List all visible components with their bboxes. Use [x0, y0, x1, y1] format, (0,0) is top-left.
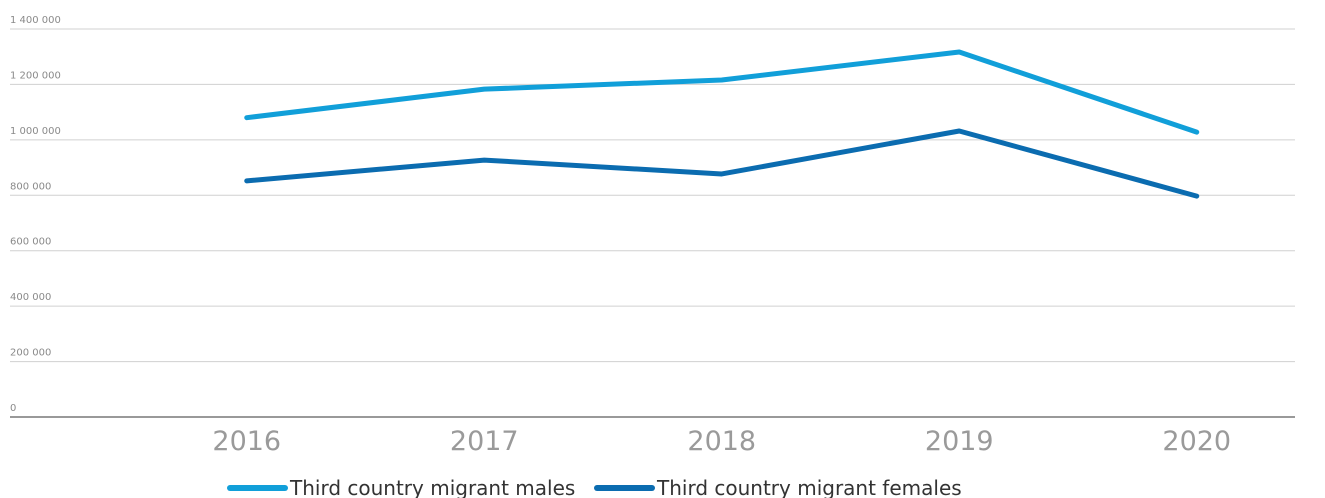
x-tick-label: 2019 — [925, 426, 994, 457]
series-line — [244, 128, 1200, 199]
y-tick-label: 200 000 — [10, 348, 51, 359]
y-tick-label: 1 400 000 — [10, 15, 61, 26]
y-tick-label: 800 000 — [10, 181, 51, 192]
x-tick-label: 2017 — [450, 426, 519, 457]
legend-label: Third country migrant females — [656, 476, 962, 498]
y-tick-label: 1 000 000 — [10, 126, 61, 137]
x-tick-label: 2018 — [687, 426, 756, 457]
x-tick-label: 2020 — [1162, 426, 1231, 457]
x-tick-label: 2016 — [212, 426, 281, 457]
y-tick-label: 600 000 — [10, 237, 51, 248]
legend-label: Third country migrant males — [289, 476, 575, 498]
series-line — [244, 49, 1200, 135]
y-tick-label: 1 200 000 — [10, 70, 61, 81]
y-tick-label: 0 — [10, 403, 16, 414]
y-tick-label: 400 000 — [10, 292, 51, 303]
